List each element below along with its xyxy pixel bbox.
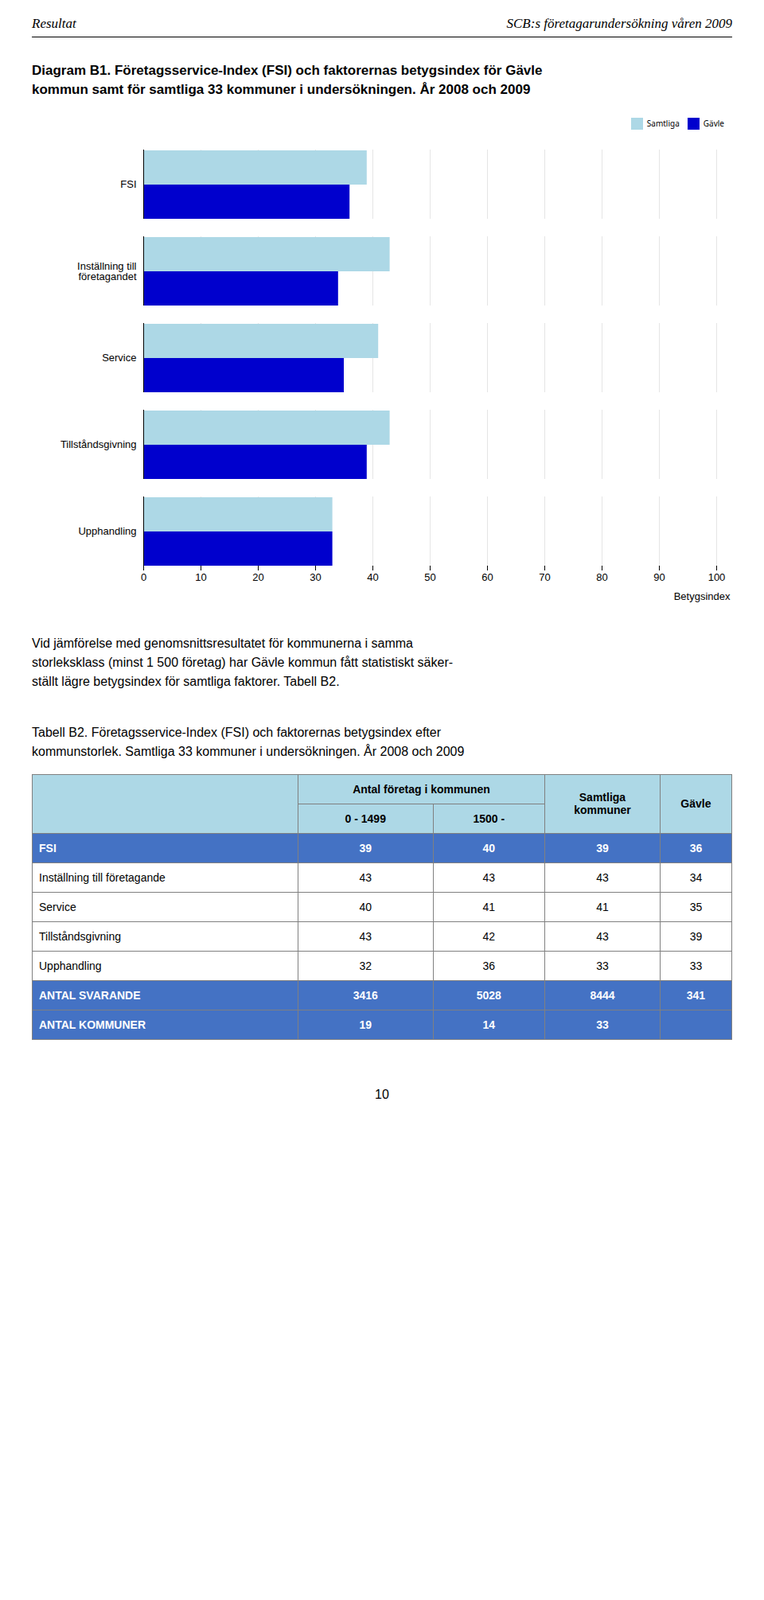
html-text:Tillståndsgivning: Tillståndsgivning [38,930,121,943]
svg-text:10: 10 [194,570,207,583]
html-text:FSI: FSI [38,841,57,855]
svg-text:70: 70 [538,570,550,583]
html-text:Samtliga: Samtliga [646,117,680,130]
svg-text:Tillståndsgivning: Tillståndsgivning [60,438,137,451]
html-text:Antal företag i kommunen: Antal företag i kommunen [352,782,491,796]
html-text:33: 33 [596,1018,609,1032]
svg-text:0: 0 [140,570,147,583]
html-text:Diagram B1. Företagsservice-In: Diagram B1. Företagsservice-Index (FSI) … [31,62,543,97]
svg-text:50: 50 [424,570,436,583]
html-text:40: 40 [359,900,372,914]
svg-text:80: 80 [596,570,608,583]
html-text:Gävle: Gävle [703,117,725,130]
html-text:19: 19 [359,1018,372,1032]
html-text:Vid jämförelse med genomsnitts: Vid jämförelse med genomsnittsresultatet… [31,636,453,689]
html-text:41: 41 [596,900,609,914]
html-text:5028: 5028 [476,988,502,1002]
html-text:1500 -: 1500 - [473,812,505,825]
html-text:39: 39 [689,930,703,943]
html-text:43: 43 [359,871,372,884]
html-text:ANTAL KOMMUNER: ANTAL KOMMUNER [38,1018,146,1032]
html-text:10: 10 [374,1087,390,1102]
html-text:0 - 1499: 0 - 1499 [345,812,386,825]
html-text:8444: 8444 [590,988,615,1002]
html-text:3416: 3416 [353,988,378,1002]
svg-text:40: 40 [366,570,379,583]
html-text:36: 36 [689,841,703,855]
html-text:33: 33 [596,959,609,973]
html-text:43: 43 [596,930,609,943]
html-text:35: 35 [689,900,703,914]
html-text:14: 14 [482,1018,496,1032]
svg-text:60: 60 [481,570,493,583]
html-text:Service: Service [38,900,77,914]
html-text:SCB:s företagarundersökning vå: SCB:s företagarundersökning våren 2009 [506,15,733,32]
html-text:39: 39 [596,841,609,855]
html-text:40: 40 [482,841,496,855]
html-text:43: 43 [482,871,496,884]
html-text:36: 36 [482,959,496,973]
svg-text:20: 20 [252,570,264,583]
svg-text:Betygsindex: Betygsindex [674,589,731,602]
html-text:Samtliga kommuner: Samtliga kommuner [573,791,631,817]
html-text:34: 34 [689,871,703,884]
svg-text:100: 100 [708,570,726,583]
svg-text:30: 30 [309,570,321,583]
html-text:Tabell B2. Företagsservice-Ind: Tabell B2. Företagsservice-Index (FSI) o… [31,725,465,759]
html-text:Gävle: Gävle [680,797,712,811]
html-text:Resultat: Resultat [31,15,77,32]
html-text:42: 42 [482,930,496,943]
html-text:43: 43 [596,871,609,884]
svg-text:Inställning tillföretagandet: Inställning tillföretagandet [77,259,137,282]
html-text:341: 341 [686,988,706,1002]
html-text:Upphandling: Upphandling [38,959,102,973]
html-text:39: 39 [359,841,372,855]
html-text:32: 32 [359,959,372,973]
html-text:33: 33 [689,959,703,973]
svg-text:Upphandling: Upphandling [77,525,137,538]
svg-text:Service: Service [101,351,137,364]
html-text:Inställning till företagande: Inställning till företagande [38,871,166,884]
svg-text:FSI: FSI [120,178,137,191]
html-text:ANTAL SVARANDE: ANTAL SVARANDE [38,988,141,1002]
html-text:41: 41 [482,900,496,914]
html-text:43: 43 [359,930,372,943]
svg-text:90: 90 [653,570,665,583]
